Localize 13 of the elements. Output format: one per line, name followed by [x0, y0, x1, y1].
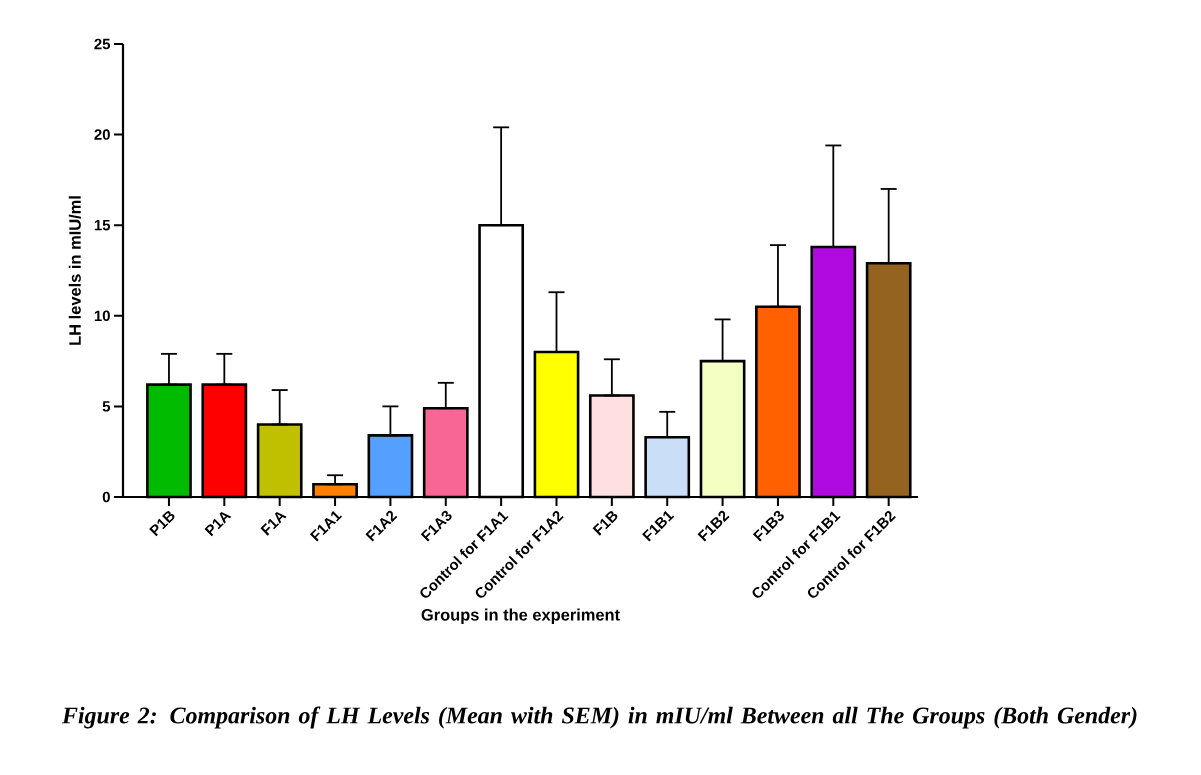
x-tick-label: P1A [204, 512, 232, 537]
y-tick-label: 25 [94, 38, 111, 50]
y-tick-label: 0 [102, 491, 110, 503]
y-axis-title: LH levels in mIU/ml [68, 196, 82, 345]
x-axis-title: Groups in the experiment [421, 608, 620, 624]
x-tick-label: F1B [592, 511, 618, 536]
y-tick-label: 5 [102, 401, 111, 412]
y-tick-label: 20 [94, 129, 110, 140]
y-tick-label: 10 [94, 310, 110, 322]
caption: Figure 2: Comparison of LH Levels (Mean with SEM) in mIU/ml Between all The Groups (Both Gender) [61, 706, 1137, 729]
y-tick-label: 15 [94, 219, 111, 231]
x-tick-label: F1A [260, 512, 287, 536]
x-tick-label: P1B [149, 511, 175, 537]
